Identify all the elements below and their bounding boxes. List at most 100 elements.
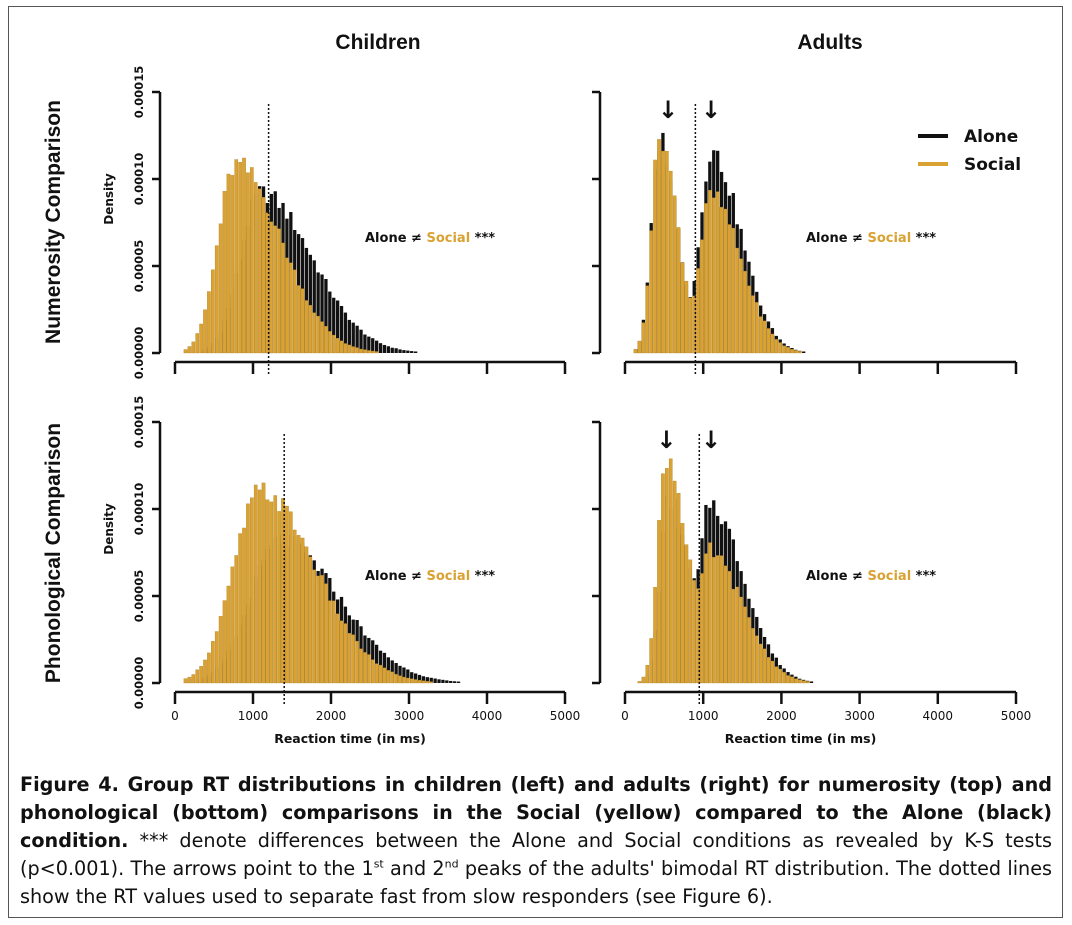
bar-social [657, 139, 661, 354]
bar-social [339, 620, 344, 684]
bar-social [762, 648, 767, 684]
bar-social [359, 348, 363, 354]
bar-social [668, 458, 673, 684]
bar-social [692, 580, 697, 684]
bar-social [230, 175, 235, 354]
bar-social [222, 191, 227, 354]
bar-social [743, 270, 747, 354]
bar-social [786, 675, 790, 684]
y-tick-label: 0.00005 [132, 240, 146, 292]
bar-social [269, 501, 274, 684]
bar-social [429, 681, 434, 684]
bar-social [704, 553, 708, 684]
bar-social [331, 334, 336, 354]
bar-social [203, 309, 207, 354]
bar-alone [355, 325, 359, 353]
bar-social [398, 675, 402, 684]
y-tick-label: 0.00015 [132, 66, 146, 118]
bar-social [782, 672, 786, 684]
bar-social [801, 680, 806, 684]
bar-social [770, 660, 775, 684]
bar-social [700, 239, 704, 354]
bar-social [723, 208, 728, 354]
bar-social [731, 588, 736, 684]
bar-social [641, 322, 646, 354]
caption-text-1: *** denote differences between the Alone… [20, 829, 1052, 880]
y-tick-label: 0.00005 [132, 570, 146, 622]
bar-social [277, 228, 281, 354]
bar-social [790, 349, 794, 354]
bar-social [637, 681, 642, 684]
bar-social [347, 633, 352, 684]
bar-alone [378, 343, 383, 353]
bar-social [378, 664, 383, 684]
bar-social [676, 493, 681, 684]
bar-social [265, 499, 270, 684]
bar-alone [406, 350, 410, 353]
bar-social [797, 679, 802, 684]
bar-social [653, 586, 657, 684]
peak-arrow-icon: ↓ [701, 426, 721, 454]
bar-social [304, 546, 309, 684]
bar-social [367, 654, 371, 684]
row-title-numerosity: Numerosity Comparison [42, 100, 65, 344]
bar-alone [425, 677, 429, 683]
bar-social [657, 520, 661, 684]
bar-social [747, 617, 751, 684]
bar-alone [320, 274, 324, 353]
bar-social [257, 188, 262, 354]
bar-social [289, 262, 293, 354]
bar-social [183, 349, 188, 354]
bar-social [211, 269, 215, 354]
bar-alone [390, 660, 394, 683]
bar-social [719, 555, 724, 684]
bar-social [704, 203, 708, 354]
bar-social [296, 535, 301, 684]
bar-social [238, 162, 242, 354]
y-tick-label: 0.00010 [132, 153, 146, 205]
legend-label-social: Social [964, 155, 1021, 175]
bar-alone [410, 351, 414, 353]
bar-social [214, 245, 219, 354]
caption-text-2: and 2 [383, 857, 445, 880]
bar-social [331, 600, 336, 684]
bar-alone [452, 681, 457, 683]
bar-social [187, 676, 192, 684]
bar-social [645, 665, 650, 684]
x-tick-label: 3000 [844, 709, 875, 723]
bar-social [641, 676, 646, 684]
bar-social [351, 346, 356, 354]
bar-social [292, 269, 297, 354]
bar-alone [441, 679, 445, 683]
bar-social [324, 326, 328, 354]
caption-sup-1: st [373, 857, 384, 871]
bar-social [269, 221, 274, 354]
bar-alone [809, 681, 814, 683]
bar-alone [328, 291, 332, 353]
x-axis-label: Reaction time (in ms) [725, 731, 877, 746]
bar-social [739, 596, 743, 684]
bar-alone [308, 254, 312, 353]
bar-alone [386, 346, 390, 353]
bar-social [339, 340, 344, 354]
col-title-adults: Adults [797, 31, 862, 54]
ks-annotation: Alone ≠ Social *** [365, 231, 495, 246]
bar-social [696, 268, 700, 354]
y-tick-label: 0.00010 [132, 483, 146, 535]
y-tick-label: 0.00015 [132, 396, 146, 448]
bar-alone [417, 674, 422, 683]
bar-alone [316, 272, 320, 353]
bar-social [794, 350, 798, 354]
bar-social [413, 679, 418, 684]
bar-social [680, 262, 685, 354]
bar-social [238, 533, 242, 684]
bar-social [417, 680, 422, 684]
bar-social [253, 182, 258, 354]
bar-social [778, 668, 783, 684]
bar-alone [421, 676, 426, 683]
bar-social [281, 242, 285, 354]
bar-alone [367, 336, 371, 353]
bar-alone [406, 669, 410, 683]
x-tick-label: 3000 [394, 709, 425, 723]
bar-social [195, 669, 200, 684]
